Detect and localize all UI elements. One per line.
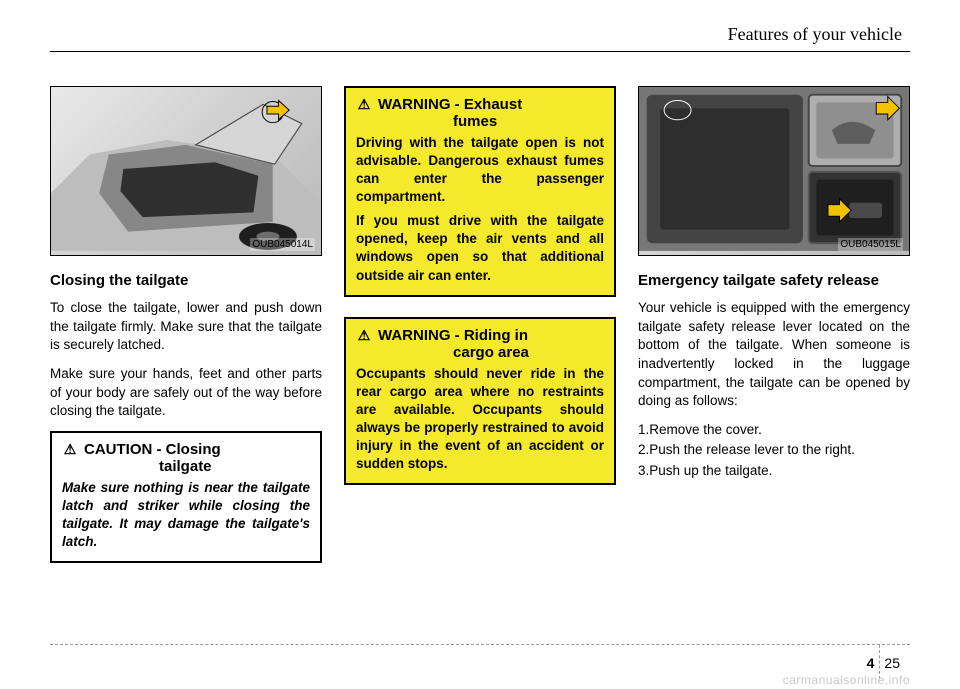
warning-exhaust-body: Driving with the tailgate open is not ad… bbox=[356, 134, 604, 285]
column-right: OUB045015L Emergency tailgate safety rel… bbox=[638, 86, 910, 563]
manual-page: Features of your vehicle OUB045014L Clos… bbox=[0, 0, 960, 689]
column-center: ⚠ WARNING - Exhaust fumes Driving with t… bbox=[344, 86, 616, 563]
para-closing-2: Make sure your hands, feet and other par… bbox=[50, 365, 322, 421]
page-number: 4 25 bbox=[867, 655, 900, 671]
figure-closing-tailgate: OUB045014L bbox=[50, 86, 322, 256]
warning-label: WARNING bbox=[378, 96, 451, 113]
caution-box: ⚠ CAUTION - Closing tailgate Make sure n… bbox=[50, 431, 322, 563]
para-closing-1: To close the tailgate, lower and push do… bbox=[50, 299, 322, 355]
caution-head: ⚠ CAUTION - Closing tailgate bbox=[62, 441, 310, 475]
steps-list: 1.Remove the cover. 2.Push the release l… bbox=[638, 421, 910, 483]
warning-icon: ⚠ bbox=[356, 96, 372, 112]
chapter-number: 4 bbox=[867, 655, 875, 671]
warning-cargo-body: Occupants should never ride in the rear … bbox=[356, 365, 604, 473]
figure-code: OUB045015L bbox=[838, 238, 903, 251]
figure-emergency-release: OUB045015L bbox=[638, 86, 910, 256]
warning-icon: ⚠ bbox=[356, 327, 372, 343]
para-emergency: Your vehicle is equipped with the emerge… bbox=[638, 299, 910, 411]
footer-dash bbox=[50, 644, 910, 645]
step-3: 3.Push up the tailgate. bbox=[638, 462, 910, 481]
caution-label: CAUTION bbox=[84, 441, 152, 458]
warning-exhaust: ⚠ WARNING - Exhaust fumes Driving with t… bbox=[344, 86, 616, 297]
warning-cargo: ⚠ WARNING - Riding in cargo area Occupan… bbox=[344, 317, 616, 485]
column-left: OUB045014L Closing the tailgate To close… bbox=[50, 86, 322, 563]
warning-exhaust-p1: Driving with the tailgate open is not ad… bbox=[356, 134, 604, 206]
warning-exhaust-p2: If you must drive with the tailgate open… bbox=[356, 212, 604, 284]
warning-exhaust-head: ⚠ WARNING - Exhaust fumes bbox=[356, 96, 604, 130]
tailgate-illustration bbox=[51, 87, 321, 251]
warning-cargo-head: ⚠ WARNING - Riding in cargo area bbox=[356, 327, 604, 361]
caution-body: Make sure nothing is near the tailgate l… bbox=[62, 479, 310, 551]
emergency-illustration bbox=[639, 87, 909, 251]
section-title: Features of your vehicle bbox=[50, 24, 910, 45]
content-columns: OUB045014L Closing the tailgate To close… bbox=[50, 86, 910, 563]
page-number-value: 25 bbox=[884, 655, 900, 671]
header-rule bbox=[50, 51, 910, 52]
watermark: carmanualsonline.info bbox=[783, 673, 910, 687]
heading-closing: Closing the tailgate bbox=[50, 272, 322, 289]
heading-emergency: Emergency tailgate safety release bbox=[638, 272, 910, 289]
step-1: 1.Remove the cover. bbox=[638, 421, 910, 440]
step-2: 2.Push the release lever to the right. bbox=[638, 441, 910, 460]
warning-label: WARNING bbox=[378, 327, 451, 344]
figure-code: OUB045014L bbox=[250, 238, 315, 251]
caution-icon: ⚠ bbox=[62, 441, 78, 457]
